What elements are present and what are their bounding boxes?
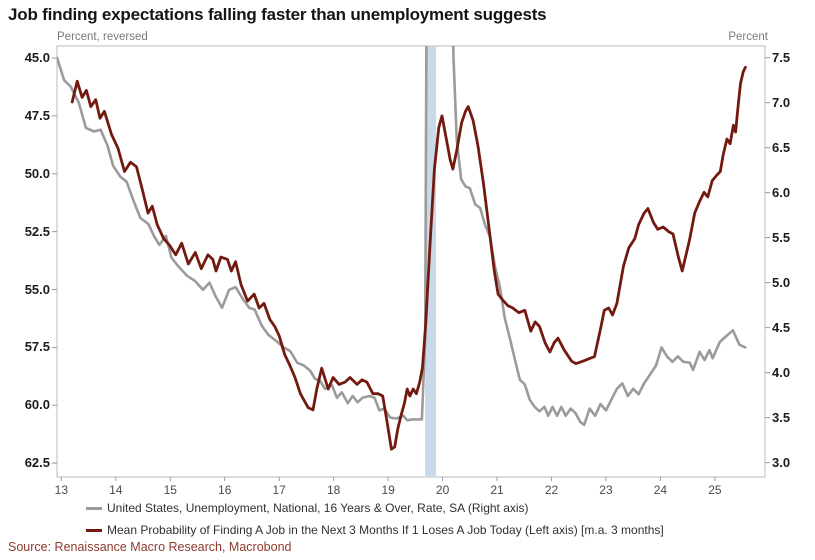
x-axis-tick-label: 22	[544, 483, 559, 497]
x-axis-tick-label: 15	[163, 483, 177, 497]
x-axis-tick-label: 24	[653, 483, 668, 497]
right-axis-tick-label: 6.5	[772, 139, 791, 155]
x-axis-tick-label: 16	[218, 483, 232, 497]
x-axis-tick-label: 13	[54, 483, 69, 497]
job-finding-line-swatch	[86, 528, 102, 532]
left-axis-tick-label: 47.5	[24, 107, 50, 123]
left-axis-tick-label: 57.5	[24, 339, 50, 355]
right-axis-tick-label: 6.0	[772, 184, 791, 200]
right-axis-tick-label: 7.5	[772, 49, 791, 65]
x-axis-tick-label: 19	[381, 483, 395, 497]
left-axis-tick-label: 62.5	[24, 455, 50, 471]
source-note: Source: Renaissance Macro Research, Macr…	[8, 540, 292, 554]
x-axis-tick-label: 21	[490, 483, 504, 497]
right-axis-tick-label: 7.0	[772, 94, 791, 110]
unemployment-line-swatch	[86, 506, 102, 510]
legend-item-job-finding: Mean Probability of Finding A Job in the…	[86, 523, 664, 537]
left-axis-tick-label: 45.0	[24, 50, 50, 66]
chart-title: Job finding expectations falling faster …	[8, 5, 547, 24]
x-axis-tick-label: 25	[708, 483, 722, 497]
right-axis-tick-label: 5.5	[772, 229, 791, 245]
left-axis-tick-label: 60.0	[24, 397, 50, 413]
legend-label-unemployment: United States, Unemployment, National, 1…	[107, 501, 529, 515]
left-axis-tick-label: 50.0	[24, 165, 50, 181]
right-axis-tick-label: 4.0	[772, 364, 791, 380]
legend-label-job-finding: Mean Probability of Finding A Job in the…	[107, 523, 664, 537]
right-axis-tick-label: 5.0	[772, 274, 791, 290]
x-axis-tick-label: 14	[109, 483, 123, 497]
left-axis-unit-label: Percent, reversed	[57, 31, 148, 43]
x-axis-tick-label: 20	[435, 483, 450, 497]
x-axis-tick-label: 23	[599, 483, 613, 497]
plot-area	[56, 45, 766, 478]
left-axis-tick-label: 55.0	[24, 281, 50, 297]
right-axis-tick-label: 4.5	[772, 319, 791, 335]
right-axis-tick-label: 3.0	[772, 454, 791, 470]
legend-item-unemployment: United States, Unemployment, National, 1…	[86, 501, 529, 515]
x-axis-tick-label: 17	[272, 483, 286, 497]
recession-band	[425, 46, 437, 477]
left-axis-tick-label: 52.5	[24, 223, 50, 239]
x-axis-tick-label: 18	[326, 483, 341, 497]
right-axis-unit-label: Percent	[728, 31, 768, 43]
unemployment-line	[57, 46, 747, 427]
job-finding-line	[70, 65, 747, 451]
right-axis-tick-label: 3.5	[772, 409, 791, 425]
